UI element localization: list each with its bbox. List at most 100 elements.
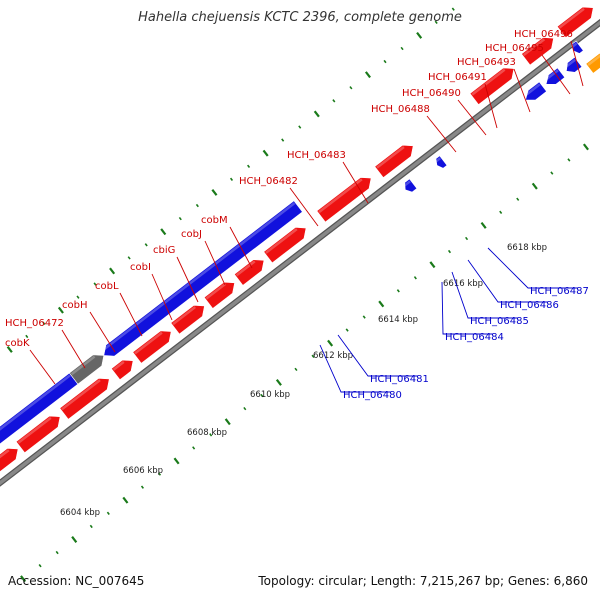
forward-gene-b0[interactable] — [316, 177, 372, 223]
forward-label-8: HCH_06482 — [239, 176, 319, 227]
gene-arrow-body — [525, 81, 547, 101]
tick-mark — [247, 164, 251, 168]
tick-mark — [93, 282, 97, 286]
leader-line — [484, 83, 498, 129]
gene-arrow-body — [263, 227, 307, 264]
gene-label: HCH_06493 — [457, 57, 516, 68]
tick-mark — [224, 418, 231, 426]
forward-gene-0[interactable] — [0, 448, 19, 500]
tick-mark — [195, 203, 199, 208]
accession-text: Accession: NC_007645 — [8, 574, 145, 588]
tick-mark — [192, 446, 196, 450]
gene-label: HCH_06487 — [530, 286, 589, 297]
tick-mark — [140, 485, 145, 489]
forward-gene-4[interactable] — [132, 330, 172, 364]
tick-mark — [144, 243, 148, 247]
map-title: Hahella chejuensis KCTC 2396, complete g… — [138, 10, 462, 25]
tick-mark — [349, 86, 353, 90]
forward-gene-3[interactable] — [110, 359, 134, 381]
leader-line — [342, 161, 369, 204]
forward-gene-b1[interactable] — [374, 144, 414, 179]
gene-arrow-body — [68, 354, 105, 385]
gene-arrow-highlight — [172, 306, 197, 326]
other-gene-0[interactable] — [585, 53, 600, 74]
gene-arrow-highlight — [0, 449, 10, 459]
forward-gene-b2[interactable] — [469, 67, 515, 105]
tick-mark — [229, 177, 234, 182]
forward-gene-b3[interactable] — [521, 37, 554, 66]
tick-mark — [6, 346, 13, 353]
tick-mark — [550, 171, 554, 175]
reverse-gene-small-1[interactable] — [434, 155, 448, 169]
tick-mark — [38, 563, 42, 568]
tick-mark — [294, 367, 298, 372]
forward-label-10: HCH_06488 — [371, 104, 457, 153]
tick-mark — [157, 472, 162, 476]
gene-arrow-body — [585, 53, 600, 74]
tick-mark — [262, 149, 269, 157]
tick-mark — [499, 210, 503, 215]
forward-gene-1[interactable] — [15, 415, 61, 454]
tick-mark — [122, 496, 129, 504]
reverse-gene-small-4[interactable] — [564, 56, 583, 73]
tick-mark — [327, 339, 334, 347]
forward-label-5: cbiG — [153, 245, 199, 303]
gene-arrow-body — [521, 37, 554, 66]
gene-arrow-highlight — [522, 38, 546, 57]
tick-mark — [109, 267, 116, 275]
leader-line — [487, 247, 578, 289]
forward-gene-b4[interactable] — [556, 6, 594, 39]
tick-mark — [332, 99, 336, 103]
gene-arrow-body — [110, 359, 134, 381]
reverse-gene-long-1[interactable] — [100, 200, 303, 357]
forward-gene-6[interactable] — [203, 281, 235, 309]
gene-label: HCH_06483 — [287, 150, 346, 161]
forward-gene-2[interactable] — [59, 378, 110, 420]
forward-label-4: cobI — [130, 262, 173, 321]
reverse-label-0: HCH_06480 — [319, 344, 402, 401]
tick-mark — [42, 321, 46, 325]
gene-arrow-body — [103, 200, 303, 357]
gene-arrow-body — [59, 378, 110, 420]
axis-tick-label: 6608 kbp — [187, 428, 227, 438]
tick-mark — [429, 261, 436, 269]
tick-mark — [434, 20, 438, 24]
forward-gene-5[interactable] — [170, 304, 205, 335]
axis-tick-label: 6612 kbp — [313, 351, 353, 361]
tick-mark — [20, 575, 27, 583]
gene-label: cobJ — [181, 229, 202, 240]
gene-arrow-highlight — [523, 83, 541, 98]
leader-line — [289, 187, 319, 227]
leader-line — [451, 271, 518, 319]
leader-line — [513, 68, 531, 113]
gene-arrow-highlight — [376, 145, 405, 169]
tick-mark — [55, 550, 59, 555]
gene-label: HCH_06472 — [5, 318, 64, 329]
gene-label: HCH_06491 — [428, 72, 487, 83]
tick-mark — [106, 511, 110, 515]
gene-label: HCH_06481 — [370, 374, 429, 385]
gene-arrow-highlight — [558, 7, 585, 29]
reverse-gene-small-0[interactable] — [402, 178, 418, 193]
leader-line — [29, 349, 56, 385]
forward-label-14: HCH_06495 — [485, 43, 571, 95]
reverse-label-2: HCH_06484 — [441, 281, 504, 343]
gene-arrow-highlight — [318, 178, 363, 214]
axis-tick-label: 6618 kbp — [507, 243, 547, 253]
forward-gene-8[interactable] — [263, 227, 307, 264]
gene-arrow-body — [435, 155, 448, 169]
forward-label-6: cobJ — [181, 229, 226, 286]
tick-mark — [396, 289, 400, 293]
tick-mark — [25, 334, 29, 339]
gene-arrow-highlight — [587, 54, 600, 66]
tick-mark — [160, 228, 167, 236]
reverse-label-4: HCH_06486 — [467, 259, 559, 311]
gene-layer — [0, 0, 600, 500]
tick-mark — [89, 524, 93, 529]
axis-tick-label: 6606 kbp — [123, 466, 163, 476]
reverse-gene-small-2[interactable] — [523, 81, 547, 101]
gene-arrow-body — [571, 40, 584, 54]
gene-arrow-highlight — [265, 228, 298, 254]
gene-arrow-highlight — [402, 180, 411, 188]
